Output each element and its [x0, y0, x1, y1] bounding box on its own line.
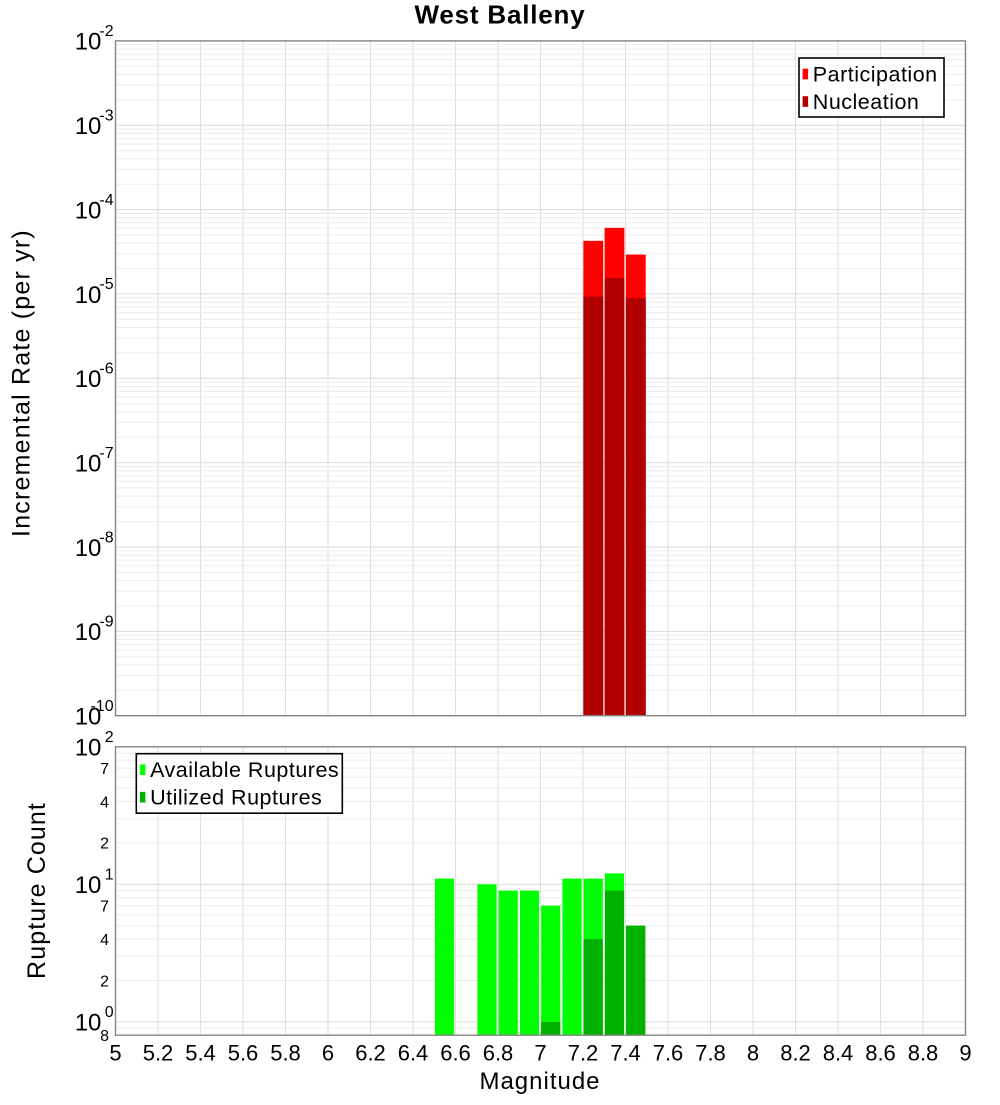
- svg-text:Utilized Ruptures: Utilized Ruptures: [150, 786, 322, 810]
- svg-text:6.6: 6.6: [440, 1041, 471, 1066]
- svg-text:7: 7: [100, 761, 109, 778]
- svg-text:10: 10: [75, 735, 102, 762]
- svg-text:10: 10: [75, 197, 102, 224]
- svg-text:10: 10: [75, 366, 102, 393]
- svg-text:-8: -8: [99, 529, 113, 546]
- svg-text:7: 7: [534, 1041, 546, 1066]
- svg-text:Participation: Participation: [813, 62, 938, 86]
- svg-text:7.8: 7.8: [695, 1041, 726, 1066]
- svg-text:6.4: 6.4: [398, 1041, 429, 1066]
- svg-text:-4: -4: [99, 192, 113, 209]
- svg-text:8.6: 8.6: [865, 1041, 896, 1066]
- svg-text:-7: -7: [99, 445, 113, 462]
- svg-text:Available Ruptures: Available Ruptures: [150, 758, 339, 782]
- svg-text:-3: -3: [99, 108, 113, 125]
- svg-text:10: 10: [75, 113, 102, 140]
- svg-text:2: 2: [100, 836, 109, 853]
- svg-text:Incremental Rate (per yr): Incremental Rate (per yr): [8, 229, 36, 537]
- svg-text:-6: -6: [99, 361, 113, 378]
- svg-text:8: 8: [100, 1028, 109, 1045]
- svg-text:4: 4: [100, 932, 109, 949]
- svg-text:5: 5: [109, 1041, 121, 1066]
- svg-text:9: 9: [959, 1041, 971, 1066]
- svg-text:10: 10: [75, 704, 102, 731]
- svg-text:10: 10: [75, 619, 102, 646]
- svg-text:10: 10: [75, 872, 102, 899]
- svg-text:10: 10: [75, 282, 102, 309]
- svg-text:8.2: 8.2: [780, 1041, 811, 1066]
- svg-text:5.6: 5.6: [228, 1041, 259, 1066]
- svg-text:5.2: 5.2: [143, 1041, 174, 1066]
- svg-text:Rupture Count: Rupture Count: [23, 802, 51, 979]
- svg-text:7.6: 7.6: [653, 1041, 684, 1066]
- svg-text:West Balleny: West Balleny: [415, 0, 586, 29]
- svg-text:1: 1: [105, 867, 114, 884]
- svg-text:10: 10: [75, 29, 102, 56]
- svg-text:-9: -9: [99, 614, 113, 631]
- svg-text:4: 4: [100, 794, 109, 811]
- svg-text:6.8: 6.8: [483, 1041, 514, 1066]
- svg-text:-2: -2: [99, 23, 113, 40]
- svg-text:-10: -10: [90, 698, 113, 715]
- svg-text:0: 0: [105, 1004, 114, 1021]
- svg-text:2: 2: [105, 729, 114, 746]
- svg-text:Magnitude: Magnitude: [479, 1068, 600, 1095]
- svg-text:7.4: 7.4: [610, 1041, 641, 1066]
- svg-text:8: 8: [747, 1041, 759, 1066]
- svg-text:8.4: 8.4: [823, 1041, 854, 1066]
- svg-text:2: 2: [100, 973, 109, 990]
- svg-text:10: 10: [75, 535, 102, 562]
- svg-text:6: 6: [322, 1041, 334, 1066]
- svg-text:7.2: 7.2: [568, 1041, 599, 1066]
- svg-text:5.8: 5.8: [270, 1041, 301, 1066]
- svg-text:10: 10: [75, 1010, 102, 1037]
- svg-text:8.8: 8.8: [908, 1041, 939, 1066]
- svg-text:6.2: 6.2: [355, 1041, 386, 1066]
- svg-text:5.4: 5.4: [185, 1041, 216, 1066]
- svg-text:7: 7: [100, 898, 109, 915]
- svg-text:Nucleation: Nucleation: [813, 90, 920, 114]
- svg-text:-5: -5: [99, 276, 113, 293]
- svg-text:10: 10: [75, 451, 102, 478]
